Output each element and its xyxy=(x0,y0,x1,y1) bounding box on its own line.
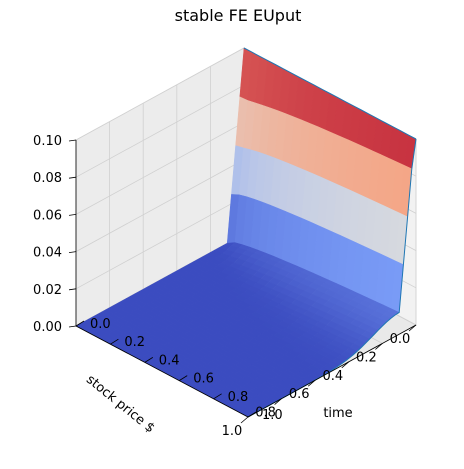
y-tick-label: 1.0 xyxy=(262,408,283,423)
y-axis-line xyxy=(75,325,249,418)
z-tick-mark xyxy=(68,176,77,179)
z-tick-label: 0.00 xyxy=(33,320,62,335)
x-axis-label: stock price $ xyxy=(83,372,157,436)
y-tick-label: 0.6 xyxy=(193,372,214,387)
x-tick-label: 0.8 xyxy=(255,406,276,421)
y-axis-label: time xyxy=(323,406,352,421)
z-tick-label: 0.08 xyxy=(33,171,62,186)
y-tick-mark xyxy=(213,393,222,400)
y-tick-label: 0.2 xyxy=(124,335,145,350)
y-tick-mark xyxy=(178,375,188,381)
y-tick-mark xyxy=(75,320,85,327)
z-tick-label: 0.10 xyxy=(33,134,62,149)
z-tick-mark xyxy=(68,139,77,142)
z-tick-mark xyxy=(68,251,77,253)
z-tick-mark xyxy=(68,325,77,328)
y-tick-mark xyxy=(110,338,119,345)
y-tick-mark xyxy=(144,357,154,363)
x-axis-line xyxy=(247,324,417,418)
x-tick-label: 0.4 xyxy=(322,369,343,384)
z-tick-label: 0.06 xyxy=(33,208,62,223)
y-tick-mark xyxy=(247,411,257,418)
z-tick-mark xyxy=(68,288,77,291)
x-tick-label: 0.6 xyxy=(289,387,310,402)
y-tick-label: 0.8 xyxy=(228,390,249,405)
z-tick-label: 0.04 xyxy=(33,246,62,261)
z-tick-mark xyxy=(68,214,77,216)
x-tick-mark xyxy=(307,379,316,387)
y-tick-label: 0.4 xyxy=(159,353,180,368)
y-tick-label: 0.0 xyxy=(90,317,111,332)
x-tick-mark xyxy=(408,324,417,332)
chart-title: stable FE EUput xyxy=(175,6,302,25)
price-surface xyxy=(75,47,417,418)
x-tick-label: 1.0 xyxy=(222,424,243,439)
surface-edge-s0 xyxy=(243,47,417,140)
x-tick-label: 0.2 xyxy=(356,350,377,365)
x-tick-mark xyxy=(274,398,282,405)
x-tick-mark xyxy=(240,416,249,424)
z-tick-label: 0.02 xyxy=(33,283,62,298)
x-tick-mark xyxy=(375,343,383,350)
axes: 0.00.20.40.60.81.00.00.20.40.60.81.00.00… xyxy=(33,134,417,439)
x-tick-label: 0.0 xyxy=(390,332,411,347)
x-tick-mark xyxy=(341,361,350,369)
